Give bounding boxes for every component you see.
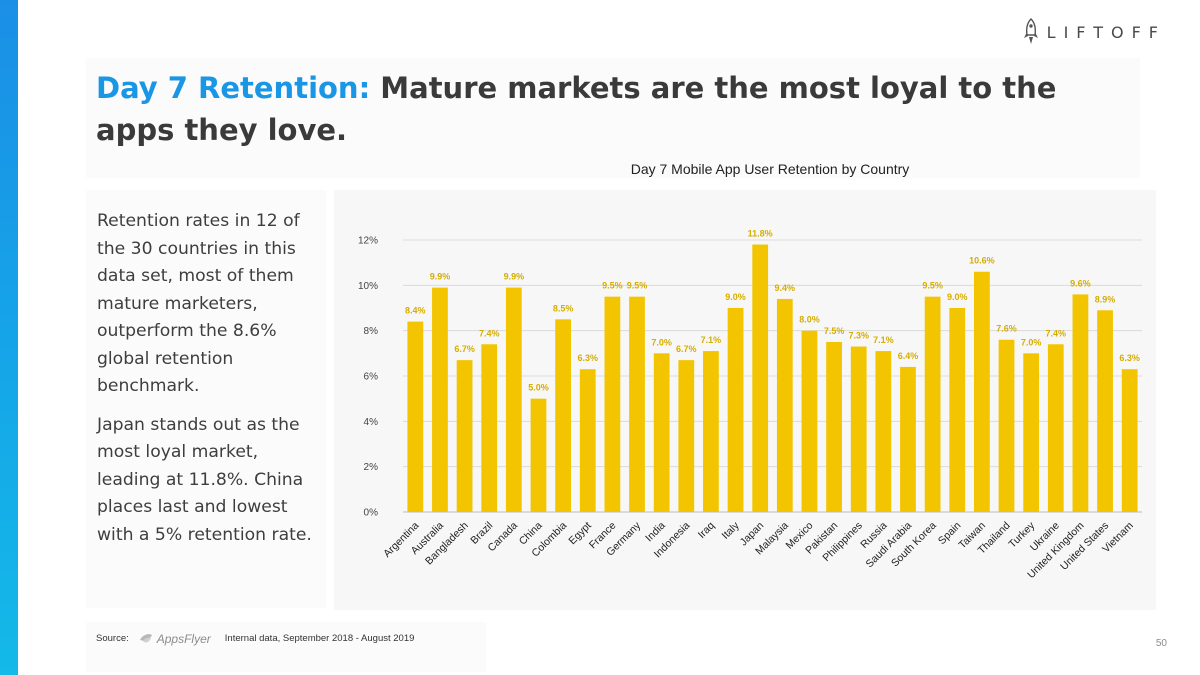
header-background	[86, 58, 1140, 178]
chart-title: Day 7 Mobile App User Retention by Count…	[630, 161, 910, 177]
retention-bar-chart: 0%2%4%6%8%10%12%8.4%Argentina9.9%Austral…	[358, 229, 1142, 581]
data-label: 8.9%	[1095, 294, 1116, 304]
bar	[505, 287, 522, 512]
y-tick-label: 0%	[364, 508, 379, 519]
data-label: 8.5%	[553, 303, 574, 313]
bar	[924, 296, 941, 512]
data-label: 10.6%	[969, 256, 995, 266]
data-label: 9.9%	[430, 272, 451, 282]
bar	[653, 353, 670, 512]
bar	[456, 360, 473, 512]
bar	[604, 296, 621, 512]
bar	[703, 351, 719, 512]
rocket-icon	[1023, 18, 1038, 44]
data-label: 7.5%	[824, 326, 845, 336]
data-label: 7.4%	[479, 328, 500, 338]
bar	[776, 298, 793, 512]
data-label: 7.6%	[996, 324, 1017, 334]
appsflyer-logo: AppsFlyer	[138, 631, 211, 647]
liftoff-logo: LIFTOFF	[1023, 18, 1166, 46]
source-attribution: Source: AppsFlyer Internal data, Septemb…	[96, 631, 414, 647]
data-label: 7.1%	[873, 335, 894, 345]
data-label: 11.8%	[748, 229, 773, 239]
bar	[974, 271, 990, 512]
y-tick-label: 4%	[364, 417, 379, 428]
bar	[1023, 353, 1040, 512]
bar	[579, 369, 596, 512]
data-label: 9.5%	[627, 281, 648, 291]
data-label: 6.3%	[577, 353, 598, 363]
body-paragraph: Retention rates in 12 of the 30 countrie…	[97, 211, 300, 396]
data-label: 9.5%	[922, 281, 943, 291]
bar	[407, 321, 424, 512]
bar	[432, 287, 448, 512]
bar	[481, 344, 498, 512]
data-label: 9.9%	[504, 272, 525, 282]
y-tick-label: 6%	[364, 372, 379, 383]
bar	[727, 308, 744, 512]
slide-title: Day 7 Retention: Mature markets are the …	[96, 67, 1096, 151]
left-accent-bar	[0, 0, 18, 675]
data-label: 9.6%	[1070, 278, 1091, 288]
data-label: 8.0%	[799, 315, 820, 325]
bar	[826, 342, 842, 512]
source-provider: AppsFlyer	[156, 632, 211, 646]
data-label: 6.3%	[1119, 353, 1140, 363]
data-label: 9.5%	[602, 281, 623, 291]
data-label: 9.0%	[725, 292, 746, 302]
y-tick-label: 2%	[364, 462, 379, 473]
bar	[949, 308, 966, 512]
y-tick-label: 10%	[358, 281, 378, 292]
y-tick-label: 12%	[358, 236, 378, 247]
bar	[998, 339, 1015, 512]
data-label: 7.0%	[1021, 337, 1042, 347]
bar	[678, 360, 695, 512]
bar	[555, 319, 571, 512]
bar	[1097, 310, 1113, 512]
data-label: 6.7%	[676, 344, 697, 354]
brand-name: LIFTOFF	[1046, 22, 1166, 42]
bar	[801, 330, 818, 512]
bar	[850, 346, 867, 512]
bar	[900, 366, 916, 512]
source-label: Source:	[96, 633, 129, 644]
data-label: 5.0%	[528, 383, 549, 393]
bar	[1121, 369, 1138, 512]
source-note: Internal data, September 2018 - August 2…	[224, 633, 415, 644]
title-rest: Mature markets are the most loyal to the…	[96, 71, 1057, 147]
page-number: 50	[1155, 638, 1167, 649]
bar	[875, 351, 892, 512]
text-background	[86, 190, 326, 608]
data-label: 9.0%	[947, 292, 968, 302]
bar	[752, 244, 769, 512]
data-label: 8.4%	[405, 306, 426, 316]
data-label: 6.7%	[454, 344, 475, 354]
bar	[629, 296, 645, 512]
bar	[1047, 344, 1064, 512]
appsflyer-icon	[139, 634, 152, 643]
data-label: 7.3%	[848, 331, 869, 341]
data-label: 6.4%	[898, 351, 919, 361]
bar	[1072, 294, 1089, 512]
data-label: 7.4%	[1046, 328, 1067, 338]
data-label: 7.1%	[701, 335, 722, 345]
bar	[530, 398, 547, 512]
data-label: 9.4%	[775, 283, 796, 293]
body-copy: Retention rates in 12 of the 30 countrie…	[97, 208, 319, 560]
y-tick-label: 8%	[364, 326, 379, 337]
title-accent: Day 7 Retention:	[96, 71, 371, 105]
body-paragraph: Japan stands out as the most loyal marke…	[97, 414, 312, 545]
source-background	[86, 622, 486, 672]
x-tick-label: Iraq	[696, 520, 717, 541]
data-label: 7.0%	[651, 337, 672, 347]
